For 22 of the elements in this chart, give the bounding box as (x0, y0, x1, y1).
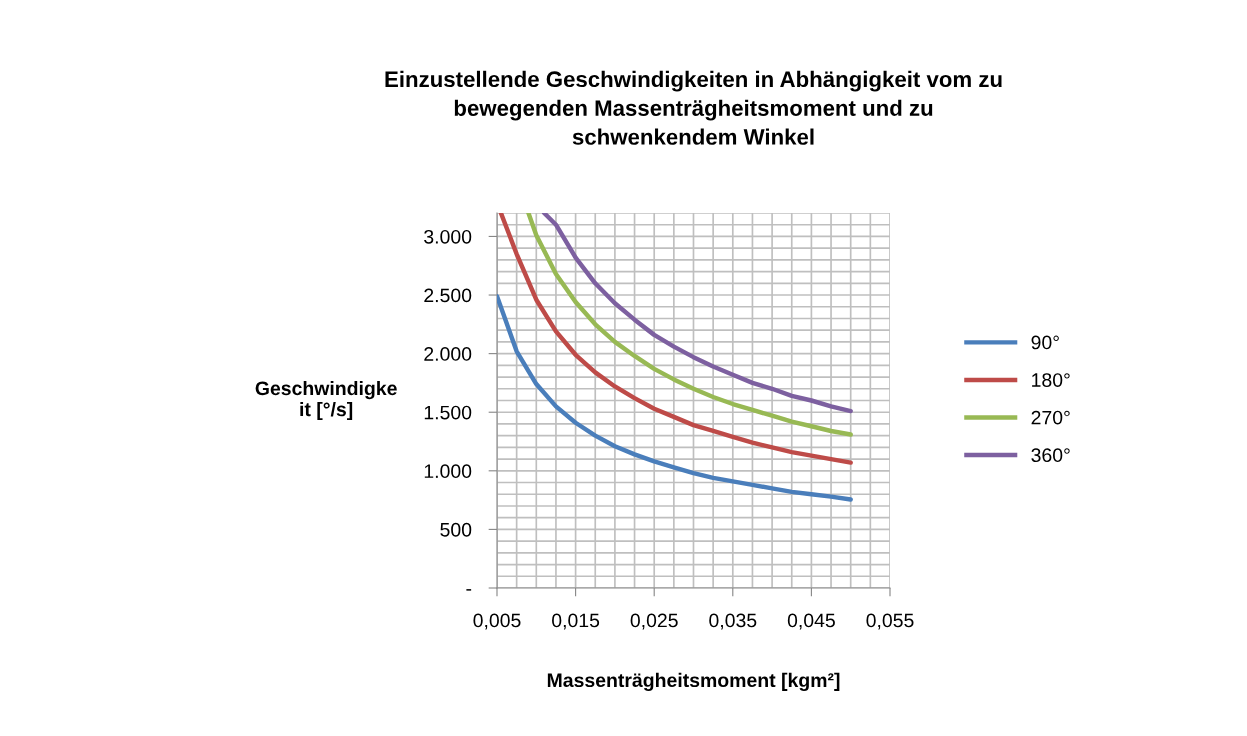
legend-label: 360° (1031, 448, 1070, 463)
x-tick-label: 0,025 (630, 613, 678, 630)
y-tick-label: 500 (440, 522, 472, 537)
x-tick-label: 0,055 (866, 613, 914, 630)
chart-title: Einzustellende Geschwindigkeiten in Abhängigkeit vom zu bewegenden Massenträgheitsmoment und zu schwenkendem Winkel (385, 70, 1002, 145)
x-tick-label: 0,005 (473, 613, 521, 630)
y-tick-label: 3.000 (424, 229, 472, 244)
y-axis-title: Geschwindigke it [°/s] (255, 380, 397, 421)
x-axis-title: Massenträgheitsmoment [kgm²] (547, 672, 840, 691)
legend-label: 90° (1031, 335, 1059, 350)
y-tick-label: 2.000 (424, 347, 472, 361)
y-tick-label: - (466, 589, 472, 591)
legend-label: 180° (1032, 373, 1070, 387)
x-tick-label: 0,015 (552, 613, 600, 630)
legend-label: 270° (1031, 410, 1070, 425)
y-tick-label: 1.000 (424, 464, 472, 479)
x-tick-label: 0,035 (709, 613, 757, 630)
line-series (498, 213, 853, 465)
x-tick-label: 0,045 (787, 613, 835, 630)
line-series (497, 293, 853, 502)
y-tick-label: 2.500 (424, 288, 472, 303)
y-tick-label: 1.500 (424, 405, 472, 420)
